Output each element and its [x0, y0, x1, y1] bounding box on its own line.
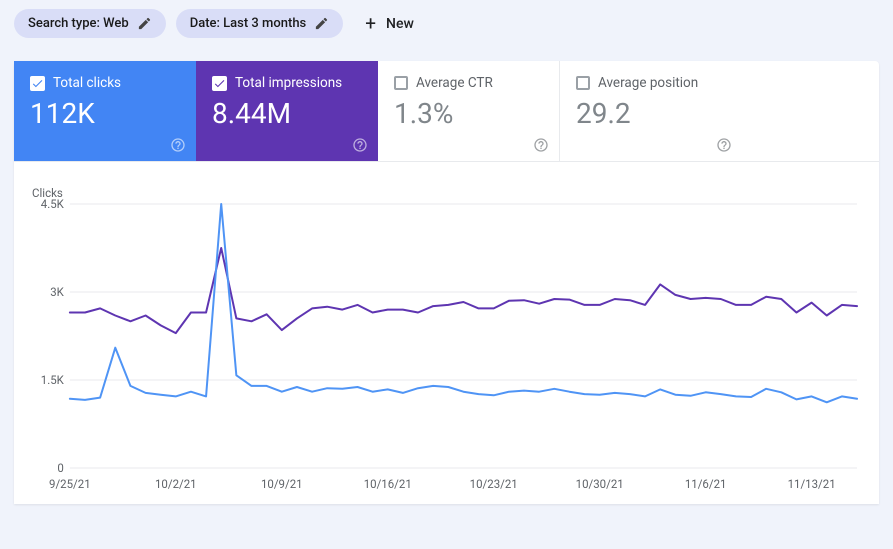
filter-chip-search-type[interactable]: Search type: Web: [14, 9, 166, 38]
performance-panel: Total clicks 112K Total impressions 8.44…: [14, 61, 879, 504]
card-label: Average CTR: [416, 75, 493, 91]
checkbox-icon: [394, 76, 408, 90]
chart-area: Clicks 01.5K3K4.5K9/25/2110/2/2110/9/211…: [14, 162, 879, 504]
filter-bar: Search type: Web Date: Last 3 months + N…: [0, 0, 893, 53]
pencil-icon: [137, 16, 152, 31]
checkbox-icon: [576, 76, 590, 90]
card-total-clicks[interactable]: Total clicks 112K: [14, 61, 196, 161]
svg-text:10/23/21: 10/23/21: [470, 477, 518, 491]
card-value: 1.3%: [394, 97, 543, 131]
card-total-impressions[interactable]: Total impressions 8.44M: [196, 61, 378, 161]
svg-text:10/9/21: 10/9/21: [261, 477, 303, 491]
card-label: Total clicks: [53, 75, 121, 91]
checkbox-icon: [212, 76, 227, 91]
help-icon[interactable]: [352, 137, 368, 153]
svg-text:1.5K: 1.5K: [41, 373, 65, 387]
svg-text:11/13/21: 11/13/21: [788, 477, 836, 491]
plus-icon: +: [365, 14, 376, 33]
help-icon[interactable]: [170, 137, 186, 153]
help-icon[interactable]: [716, 137, 732, 153]
pencil-icon: [314, 16, 329, 31]
line-chart: 01.5K3K4.5K9/25/2110/2/2110/9/2110/16/21…: [28, 186, 865, 496]
filter-chip-label: Date: Last 3 months: [190, 16, 307, 31]
checkbox-icon: [30, 76, 45, 91]
add-filter-button[interactable]: + New: [353, 8, 426, 39]
card-value: 112K: [30, 97, 180, 131]
filter-chip-label: Search type: Web: [28, 16, 129, 31]
help-icon[interactable]: [533, 137, 549, 153]
card-average-ctr[interactable]: Average CTR 1.3%: [378, 61, 560, 161]
yaxis-title: Clicks: [32, 186, 63, 200]
card-label: Average position: [598, 75, 698, 91]
svg-text:10/2/21: 10/2/21: [155, 477, 197, 491]
svg-text:10/16/21: 10/16/21: [364, 477, 412, 491]
add-filter-label: New: [386, 16, 414, 32]
card-value: 29.2: [576, 97, 726, 131]
svg-text:3K: 3K: [50, 285, 64, 299]
card-average-position[interactable]: Average position 29.2: [560, 61, 742, 161]
svg-text:10/30/21: 10/30/21: [576, 477, 624, 491]
card-label: Total impressions: [235, 75, 342, 91]
svg-text:9/25/21: 9/25/21: [49, 477, 91, 491]
card-value: 8.44M: [212, 97, 362, 131]
metric-cards-row: Total clicks 112K Total impressions 8.44…: [14, 61, 879, 162]
filter-chip-date[interactable]: Date: Last 3 months: [176, 9, 344, 38]
svg-text:0: 0: [57, 461, 63, 475]
svg-text:11/6/21: 11/6/21: [685, 477, 727, 491]
